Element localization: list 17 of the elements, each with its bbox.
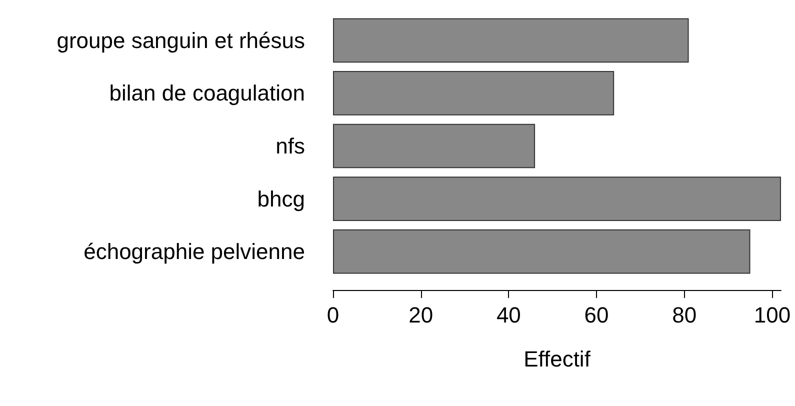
y-tick-label: nfs — [276, 134, 305, 158]
bar — [333, 229, 750, 274]
bar — [333, 176, 781, 221]
y-tick-label: échographie pelvienne — [84, 239, 305, 264]
bar — [333, 18, 689, 63]
x-tick-label: 60 — [584, 302, 609, 328]
x-tick-label: 0 — [326, 302, 340, 328]
x-tick-label: 100 — [754, 302, 791, 328]
bar — [333, 71, 614, 116]
bar — [333, 124, 536, 168]
x-tick-label: 20 — [408, 302, 434, 328]
x-tick-label: 40 — [496, 302, 521, 328]
y-tick-label: bilan de coagulation — [109, 80, 305, 106]
y-tick-label: bhcg — [257, 186, 305, 212]
x-tick-label: 80 — [672, 302, 697, 328]
x-axis-title: Effectif — [524, 346, 592, 372]
y-tick-label: groupe sanguin et rhésus — [56, 28, 305, 53]
